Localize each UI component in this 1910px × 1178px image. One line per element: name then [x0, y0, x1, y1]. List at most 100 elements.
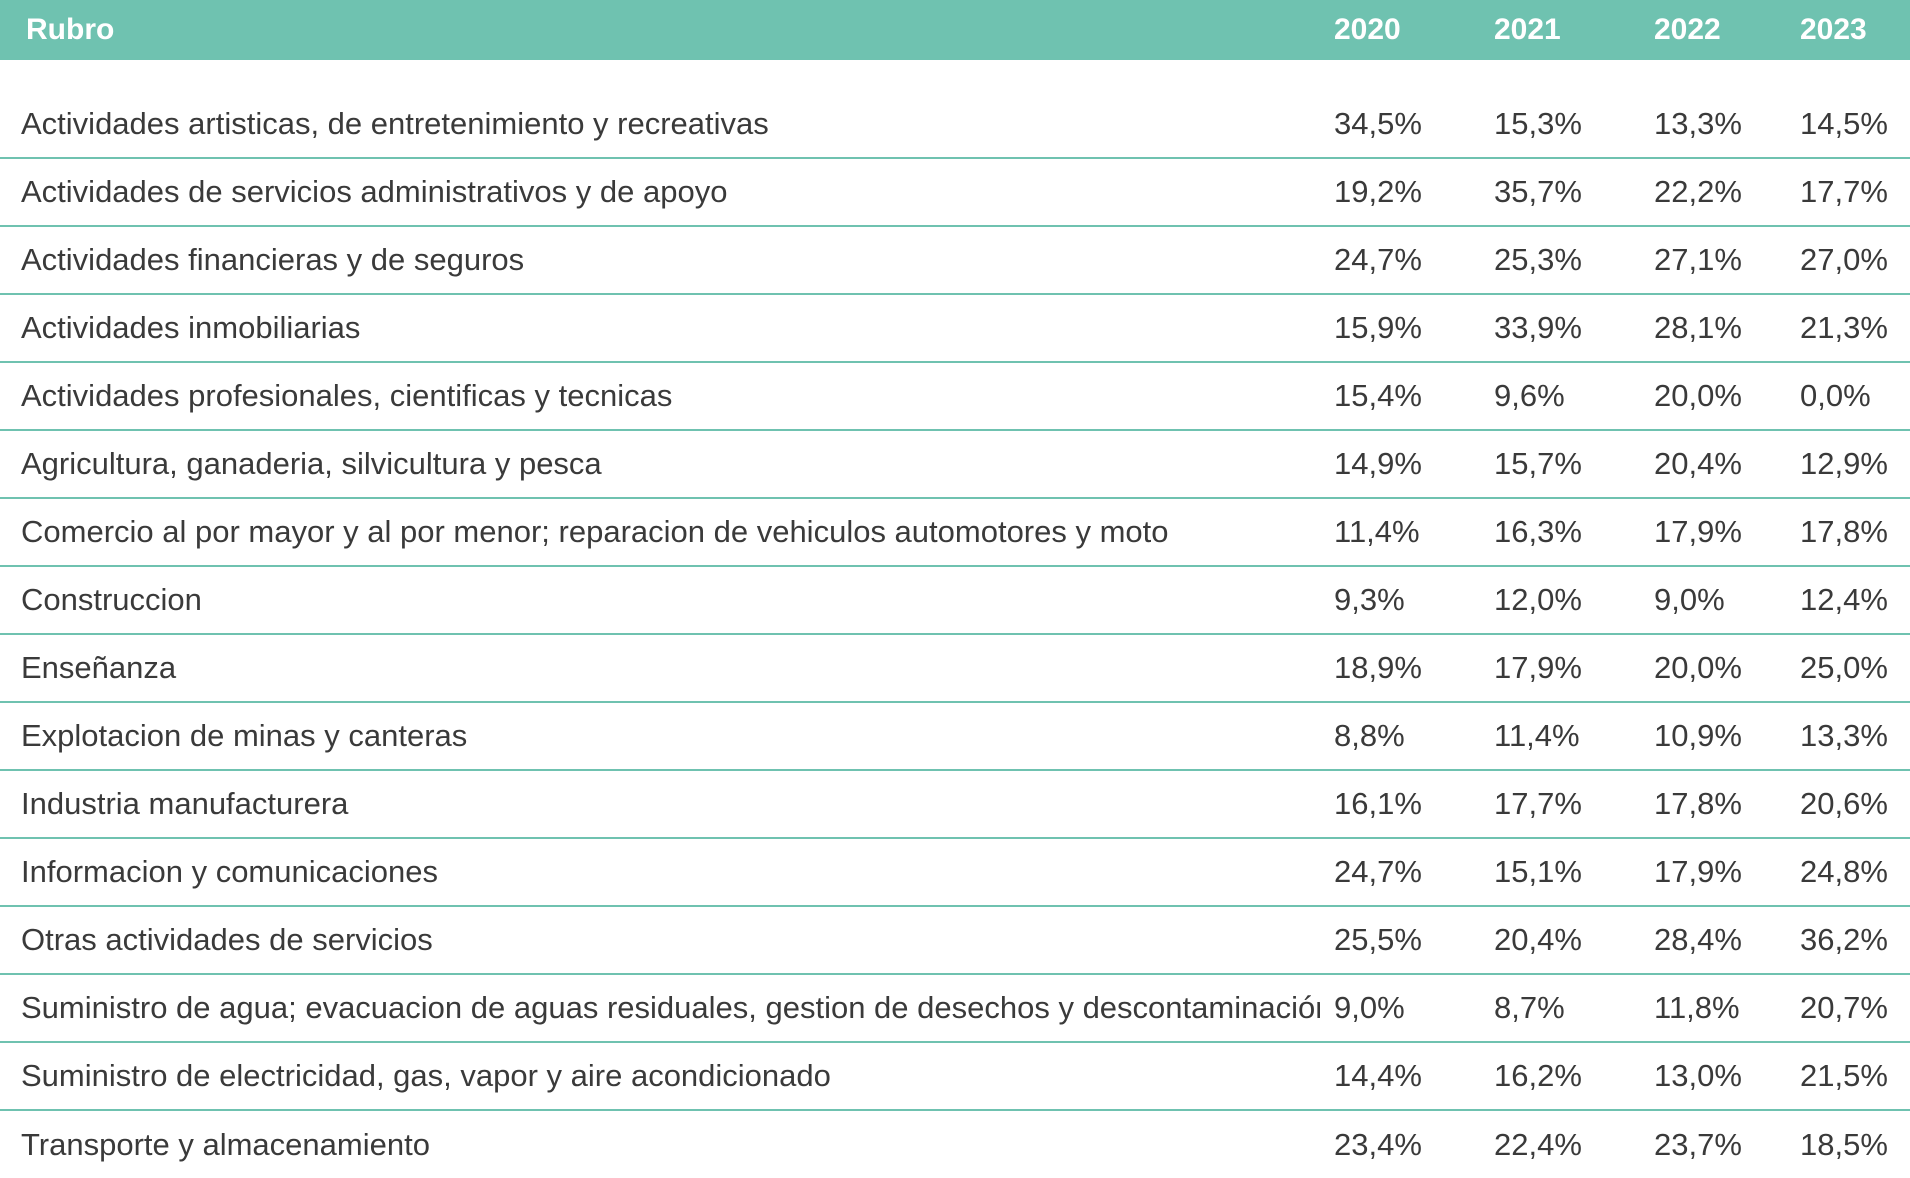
table-row: Otras actividades de servicios 25,5% 20,4%… — [0, 906, 1910, 975]
table-row: Actividades profesionales, cientificas y… — [0, 362, 1910, 431]
cell-value-2023: 12,4% — [1800, 566, 1910, 635]
cell-value-2022: 23,7% — [1654, 1126, 1742, 1162]
cell-rubro: Actividades artisticas, de entretenimien… — [0, 90, 1320, 159]
column-header-2022: 2022 — [1654, 13, 1721, 46]
cell-rubro: Otras actividades de servicios — [0, 906, 1320, 975]
cell-value-2023: 21,5% — [1800, 1042, 1910, 1111]
cell-value-2021: 9,6% — [1480, 362, 1640, 431]
cell-value-2020: 14,4% — [1320, 1042, 1480, 1111]
column-header-2021: 2021 — [1494, 13, 1561, 46]
cell-value-2022: 17,9% — [1640, 838, 1800, 907]
table-row: Actividades inmobiliarias 15,9% 33,9% 28,1%… — [0, 294, 1910, 363]
cell-value-2022: 22,2% — [1640, 158, 1800, 227]
cell-value-2020: 11,4% — [1320, 498, 1480, 567]
table-row: Industria manufacturera 16,1% 17,7% 17,8% 20… — [0, 770, 1910, 839]
cell-value-2023: 0,0% — [1800, 362, 1910, 431]
table-row: Transporte y almacenamiento 23,4% 22,4% 23,… — [0, 1110, 1910, 1178]
table-row: Enseñanza 18,9% 17,9% 20,0% 25,0% — [0, 634, 1910, 703]
cell-value-2023: 36,2% — [1800, 906, 1910, 975]
cell-value-2022: 9,0% — [1640, 566, 1800, 635]
column-header-2023: 2023 — [1800, 13, 1867, 46]
cell-value-2021: 8,7% — [1480, 974, 1640, 1043]
cell-value-2020: 18,9% — [1320, 634, 1480, 703]
table-row: Actividades artisticas, de entretenimien… — [0, 90, 1910, 159]
cell-rubro: Construccion — [0, 566, 1320, 635]
table-header: Rubro 2020 2021 2022 2023 — [0, 0, 1910, 60]
cell-value-2020: 25,5% — [1320, 906, 1480, 975]
cell-value-2021: 20,4% — [1480, 906, 1640, 975]
table-row: Comercio al por mayor y al por menor; re… — [0, 498, 1910, 567]
cell-value-2020: 34,5% — [1320, 90, 1480, 159]
cell-value-2023: 18,5% — [1800, 1126, 1888, 1162]
cell-value-2020: 9,0% — [1320, 974, 1480, 1043]
cell-value-2022: 28,4% — [1640, 906, 1800, 975]
table-row: Construccion 9,3% 12,0% 9,0% 12,4% — [0, 566, 1910, 635]
cell-value-2021: 22,4% — [1494, 1126, 1582, 1162]
cell-value-2023: 20,7% — [1800, 974, 1910, 1043]
cell-value-2021: 15,3% — [1480, 90, 1640, 159]
cell-rubro: Comercio al por mayor y al por menor; re… — [0, 498, 1320, 567]
header-spacer — [0, 60, 1910, 90]
cell-value-2022: 20,0% — [1640, 634, 1800, 703]
cell-value-2021: 16,2% — [1480, 1042, 1640, 1111]
cell-value-2020: 15,9% — [1320, 294, 1480, 363]
cell-value-2022: 17,9% — [1640, 498, 1800, 567]
cell-value-2021: 11,4% — [1480, 702, 1640, 771]
cell-value-2021: 17,7% — [1480, 770, 1640, 839]
cell-value-2021: 16,3% — [1480, 498, 1640, 567]
cell-value-2022: 27,1% — [1640, 226, 1800, 295]
cell-rubro: Suministro de agua; evacuacion de aguas … — [0, 974, 1320, 1043]
table-row: Actividades financieras y de seguros 24,7… — [0, 226, 1910, 295]
cell-value-2020: 23,4% — [1334, 1126, 1422, 1162]
cell-rubro: Suministro de electricidad, gas, vapor y… — [0, 1042, 1320, 1111]
cell-value-2023: 14,5% — [1800, 90, 1910, 159]
cell-value-2022: 20,4% — [1640, 430, 1800, 499]
cell-value-2023: 17,7% — [1800, 158, 1910, 227]
cell-value-2020: 16,1% — [1320, 770, 1480, 839]
cell-value-2023: 27,0% — [1800, 226, 1910, 295]
cell-value-2023: 12,9% — [1800, 430, 1910, 499]
cell-value-2022: 28,1% — [1640, 294, 1800, 363]
header-row: Rubro 2020 2021 2022 2023 — [0, 0, 1910, 60]
cell-rubro: Agricultura, ganaderia, silvicultura y p… — [0, 430, 1320, 499]
cell-value-2023: 25,0% — [1800, 634, 1910, 703]
cell-rubro: Actividades de servicios administrativos… — [0, 158, 1320, 227]
cell-rubro: Enseñanza — [0, 634, 1320, 703]
cell-value-2021: 15,7% — [1480, 430, 1640, 499]
cell-value-2021: 12,0% — [1480, 566, 1640, 635]
table-row: Actividades de servicios administrativos… — [0, 158, 1910, 227]
cell-value-2020: 24,7% — [1320, 226, 1480, 295]
cell-value-2022: 13,0% — [1640, 1042, 1800, 1111]
cell-value-2023: 13,3% — [1800, 702, 1910, 771]
cell-value-2021: 17,9% — [1480, 634, 1640, 703]
cell-value-2021: 33,9% — [1480, 294, 1640, 363]
table-row: Informacion y comunicaciones 24,7% 15,1% 17… — [0, 838, 1910, 907]
cell-value-2023: 24,8% — [1800, 838, 1910, 907]
table-row: Explotacion de minas y canteras 8,8% 11,4%… — [0, 702, 1910, 771]
cell-rubro: Actividades profesionales, cientificas y… — [0, 362, 1320, 431]
cell-value-2022: 10,9% — [1640, 702, 1800, 771]
column-header-rubro: Rubro — [26, 13, 115, 46]
cell-value-2022: 17,8% — [1640, 770, 1800, 839]
cell-value-2022: 11,8% — [1640, 974, 1800, 1043]
cell-rubro: Industria manufacturera — [0, 770, 1320, 839]
cell-value-2021: 15,1% — [1480, 838, 1640, 907]
cell-value-2020: 8,8% — [1320, 702, 1480, 771]
cell-rubro: Actividades financieras y de seguros — [0, 226, 1320, 295]
table-row: Suministro de electricidad, gas, vapor y… — [0, 1042, 1910, 1111]
table-row: Agricultura, ganaderia, silvicultura y p… — [0, 430, 1910, 499]
cell-value-2020: 19,2% — [1320, 158, 1480, 227]
cell-value-2023: 21,3% — [1800, 294, 1910, 363]
cell-value-2023: 17,8% — [1800, 498, 1910, 567]
cell-value-2021: 35,7% — [1480, 158, 1640, 227]
cell-value-2020: 9,3% — [1320, 566, 1480, 635]
cell-rubro: Explotacion de minas y canteras — [0, 702, 1320, 771]
cell-value-2020: 24,7% — [1320, 838, 1480, 907]
cell-rubro: Transporte y almacenamiento — [21, 1126, 430, 1162]
cell-rubro: Actividades inmobiliarias — [0, 294, 1320, 363]
table-row: Suministro de agua; evacuacion de aguas … — [0, 974, 1910, 1043]
cell-value-2022: 13,3% — [1640, 90, 1800, 159]
cell-value-2023: 20,6% — [1800, 770, 1910, 839]
